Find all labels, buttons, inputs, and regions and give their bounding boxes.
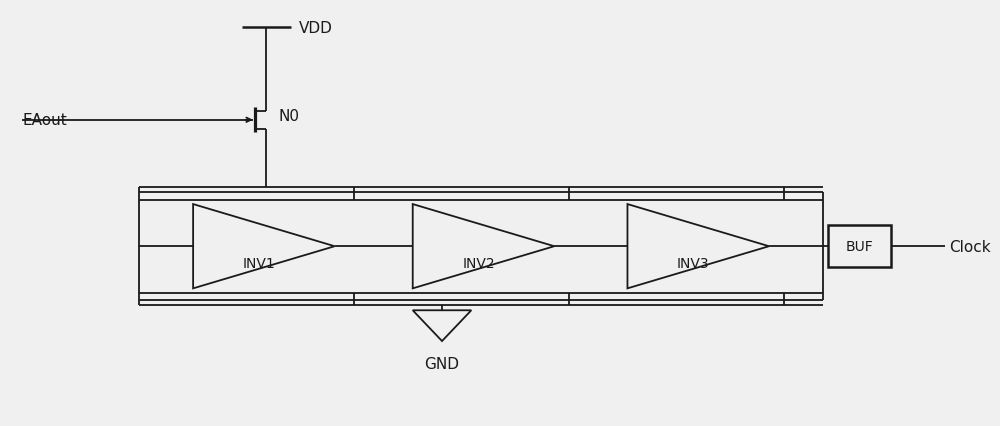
Text: INV3: INV3: [677, 256, 710, 271]
Text: Clock: Clock: [950, 239, 991, 254]
Text: BUF: BUF: [845, 240, 873, 253]
Text: GND: GND: [425, 356, 460, 371]
Text: N0: N0: [278, 109, 299, 124]
Text: EAout: EAout: [22, 113, 67, 128]
Text: INV2: INV2: [462, 256, 495, 271]
Text: VDD: VDD: [299, 20, 332, 35]
Text: INV1: INV1: [243, 256, 275, 271]
FancyBboxPatch shape: [828, 226, 891, 268]
